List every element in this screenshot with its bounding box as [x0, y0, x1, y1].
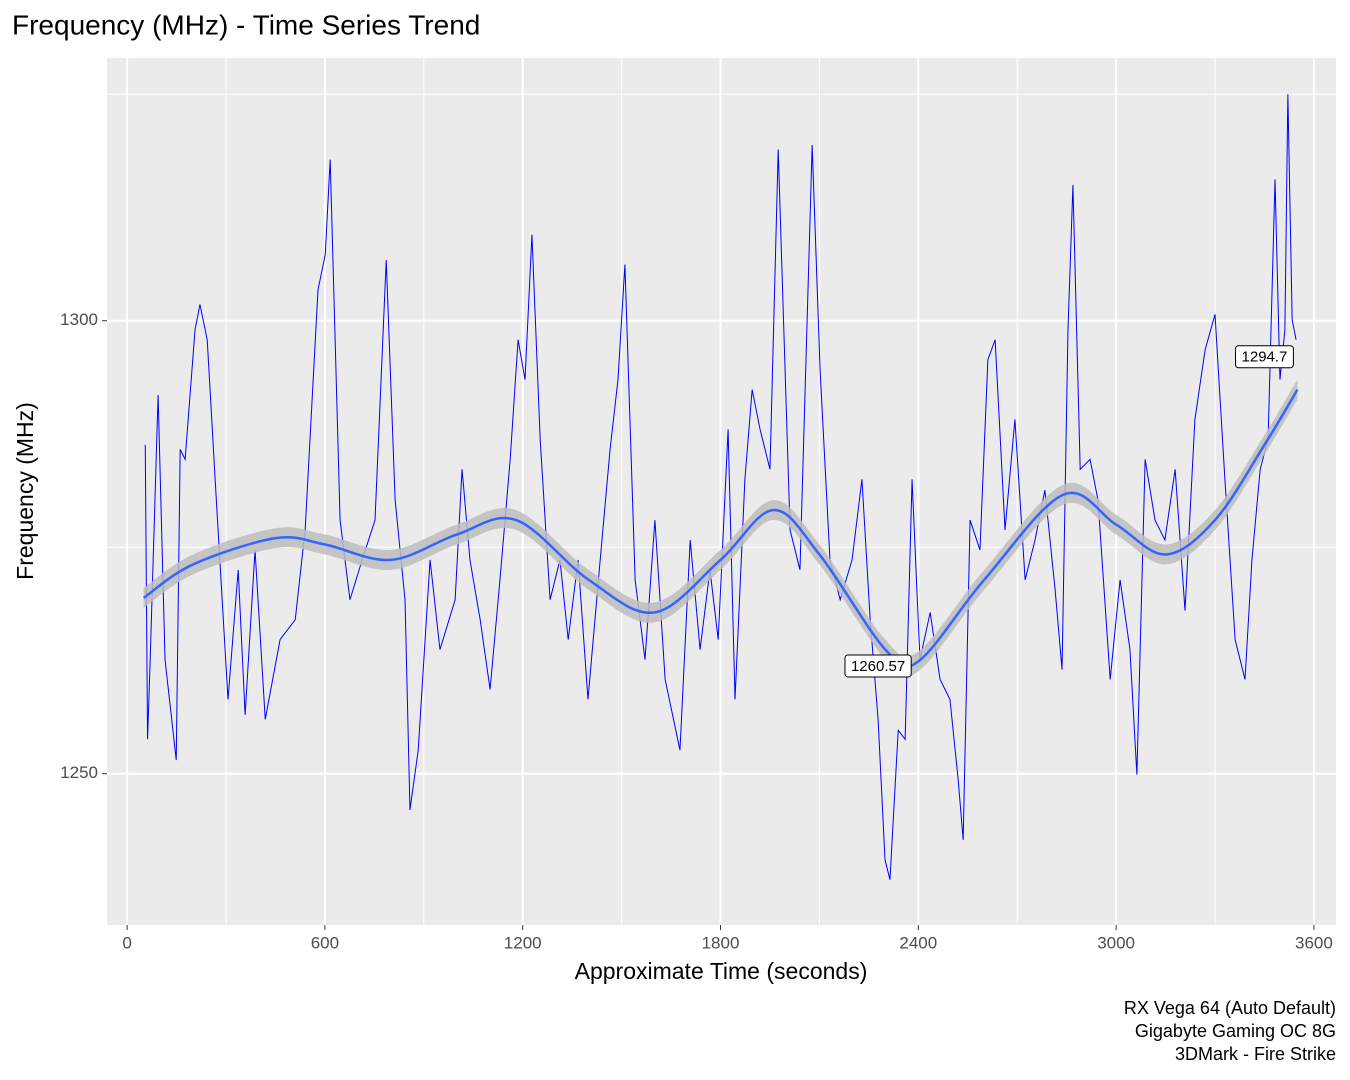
x-tick-label: 3000 — [1097, 933, 1135, 952]
annotation: 1260.57 — [844, 654, 912, 678]
annotation-box — [844, 654, 912, 678]
x-tick-label: 600 — [311, 933, 339, 952]
caption: RX Vega 64 (Auto Default) — [1124, 998, 1336, 1018]
annotation-label: 1294.7 — [1242, 349, 1288, 366]
data-line — [144, 94, 1297, 880]
caption: Gigabyte Gaming OC 8G — [1135, 1021, 1336, 1041]
y-tick-label: 1250 — [60, 763, 98, 782]
annotation-box — [1235, 345, 1294, 369]
annotation: 1294.7 — [1235, 345, 1294, 369]
x-tick-label: 0 — [122, 933, 131, 952]
x-axis-title: Approximate Time (seconds) — [575, 958, 868, 984]
chart-title: Frequency (MHz) - Time Series Trend — [12, 9, 480, 40]
annotation-label: 1260.57 — [851, 658, 905, 675]
x-tick-label: 3600 — [1295, 933, 1333, 952]
x-tick-label: 1800 — [702, 933, 740, 952]
y-axis-title: Frequency (MHz) — [12, 402, 38, 580]
y-tick-label: 1300 — [60, 310, 98, 329]
x-tick-label: 1200 — [504, 933, 542, 952]
x-tick-label: 2400 — [899, 933, 937, 952]
trend-line — [142, 388, 1299, 669]
caption: 3DMark - Fire Strike — [1175, 1044, 1336, 1064]
